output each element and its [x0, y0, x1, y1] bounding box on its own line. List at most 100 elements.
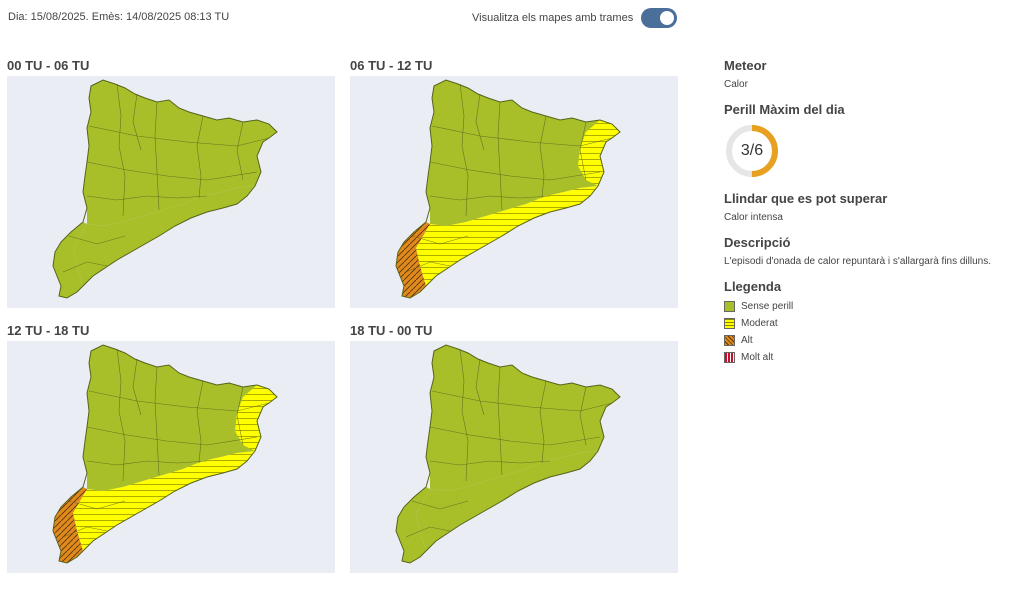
county-border: [497, 366, 503, 476]
map-area-3[interactable]: [7, 341, 335, 573]
county-border: [429, 426, 601, 446]
catalonia-outline: [395, 79, 621, 299]
county-border: [429, 195, 551, 201]
legend-label: Alt: [741, 335, 753, 346]
county-border: [431, 125, 613, 147]
description-title: Descripció: [724, 235, 791, 250]
catalonia-outline: [395, 344, 621, 564]
county-border: [62, 526, 108, 538]
legend-item: Molt alt: [724, 349, 1014, 366]
meteor-title: Meteor: [724, 58, 767, 73]
pattern-toggle[interactable]: [641, 8, 678, 28]
danger-value: 3/6: [740, 142, 764, 159]
legend-swatch: [724, 301, 735, 312]
map-title-2: 06 TU - 12 TU: [350, 58, 433, 73]
map-zone: [396, 222, 430, 298]
map-zone: [578, 120, 620, 186]
pattern-toggle-label: Visualitza els mapes amb trames: [472, 12, 634, 24]
legend-item: Sense perill: [724, 298, 1014, 315]
county-border: [475, 93, 485, 151]
county-border: [68, 500, 126, 510]
map-area-2[interactable]: [350, 76, 678, 308]
county-border: [579, 386, 587, 446]
catalonia-outline: [52, 344, 278, 564]
toggle-knob: [660, 11, 675, 25]
county-border: [196, 380, 204, 464]
county-border: [154, 366, 160, 476]
catalonia-map: [52, 344, 278, 564]
county-border: [116, 348, 126, 482]
legend-label: Moderat: [741, 318, 778, 329]
danger-title: Perill Màxim del dia: [724, 102, 845, 117]
description-section: Descripció L'episodi d'onada de calor re…: [724, 235, 1014, 267]
top-bar: Dia: 15/08/2025. Emès: 14/08/2025 08:13 …: [0, 0, 1024, 36]
county-border: [579, 121, 587, 181]
map-zone: [578, 385, 620, 451]
county-border: [236, 386, 244, 446]
map-area-1[interactable]: [7, 76, 335, 308]
catalonia-map: [395, 344, 621, 564]
map-panel-2: 06 TU - 12 TU: [350, 58, 678, 308]
threshold-value: Calor intensa: [724, 212, 783, 223]
county-border: [539, 115, 547, 199]
map-title-1: 00 TU - 06 TU: [7, 58, 90, 73]
map-zone: [235, 385, 277, 451]
legend-title: Llegenda: [724, 279, 782, 294]
county-border: [154, 101, 160, 211]
pattern-toggle-group: Visualitza els mapes amb trames: [472, 8, 678, 28]
map-zone: [53, 487, 87, 563]
county-border: [86, 460, 208, 466]
map-zone: [83, 80, 277, 226]
map-regions: [395, 344, 621, 564]
county-border: [405, 261, 451, 273]
map-regions: [52, 344, 278, 564]
map-area-4[interactable]: [350, 341, 678, 573]
county-border: [539, 380, 547, 464]
county-border: [86, 161, 258, 181]
meteor-value: Calor: [724, 79, 748, 90]
catalonia-outline: [52, 79, 278, 299]
map-panel-4: 18 TU - 00 TU: [350, 323, 678, 573]
legend-label: Molt alt: [741, 352, 774, 363]
catalonia-map: [52, 79, 278, 299]
legend-item: Moderat: [724, 315, 1014, 332]
map-zone: [53, 222, 87, 298]
county-border: [132, 358, 142, 416]
issue-dates: Dia: 15/08/2025. Emès: 14/08/2025 08:13 …: [8, 11, 230, 23]
county-border: [429, 460, 551, 466]
map-zone: [83, 345, 277, 491]
county-border: [475, 358, 485, 416]
county-border: [497, 101, 503, 211]
map-title-3: 12 TU - 18 TU: [7, 323, 90, 338]
map-panel-1: 00 TU - 06 TU: [7, 58, 335, 308]
danger-section: Perill Màxim del dia 3/6: [724, 102, 1014, 179]
catalonia-map: [395, 79, 621, 299]
county-border: [88, 390, 270, 412]
county-border: [132, 93, 142, 151]
county-border: [411, 500, 469, 510]
map-zone: [426, 345, 620, 491]
legend-section: Llegenda Sense perill Moderat Alt Molt a…: [724, 279, 1014, 366]
threshold-title: Llindar que es pot superar: [724, 191, 888, 206]
county-border: [405, 526, 451, 538]
legend-swatch: [724, 352, 735, 363]
county-border: [431, 390, 613, 412]
county-border: [459, 348, 469, 482]
legend-swatch: [724, 318, 735, 329]
county-border: [411, 235, 469, 245]
map-regions: [395, 79, 621, 299]
county-border: [68, 235, 126, 245]
threshold-section: Llindar que es pot superar Calor intensa: [724, 191, 1014, 223]
county-border: [62, 261, 108, 273]
map-zone: [396, 487, 430, 563]
county-border: [236, 121, 244, 181]
gauge-arc: [726, 125, 778, 177]
legend-item: Alt: [724, 332, 1014, 349]
gauge-ring: [726, 125, 778, 177]
map-zone: [426, 80, 620, 226]
county-border: [196, 115, 204, 199]
map-zone: [235, 120, 277, 186]
map-panel-3: 12 TU - 18 TU: [7, 323, 335, 573]
map-title-4: 18 TU - 00 TU: [350, 323, 433, 338]
description-value: L'episodi d'onada de calor repuntarà i s…: [724, 256, 992, 267]
